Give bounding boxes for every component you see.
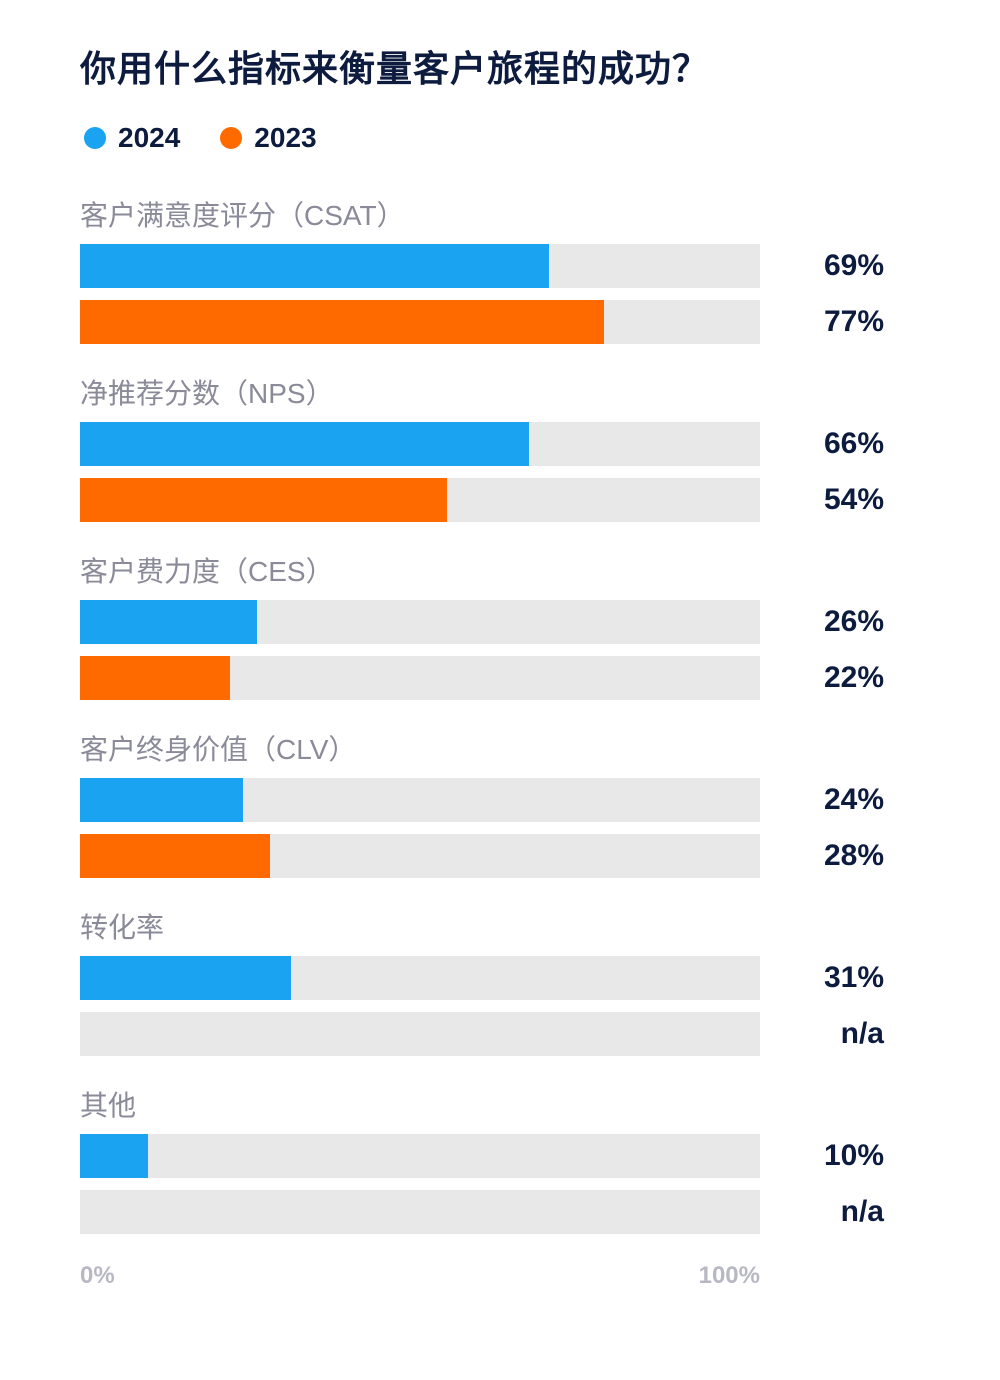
bar-row: 69% bbox=[80, 244, 940, 288]
bar-value: 54% bbox=[784, 483, 884, 517]
bar-track bbox=[80, 778, 760, 822]
metric-label: 客户满意度评分（CSAT） bbox=[80, 194, 940, 234]
metric-group: 其他 10% n/a bbox=[80, 1084, 940, 1234]
bar-fill-2024 bbox=[80, 244, 549, 288]
bar-row: n/a bbox=[80, 1012, 940, 1056]
bar-value: 31% bbox=[784, 961, 884, 995]
metric-label: 其他 bbox=[80, 1084, 940, 1124]
legend: 2024 2023 bbox=[80, 122, 940, 154]
bar-fill-2023 bbox=[80, 656, 230, 700]
bar-row: 66% bbox=[80, 422, 940, 466]
bar-value: 24% bbox=[784, 783, 884, 817]
bar-fill-2023 bbox=[80, 478, 447, 522]
legend-dot-2023 bbox=[220, 127, 242, 149]
bar-value: n/a bbox=[784, 1195, 884, 1229]
legend-label-2023: 2023 bbox=[254, 122, 316, 154]
bar-value: 26% bbox=[784, 605, 884, 639]
bar-row: 28% bbox=[80, 834, 940, 878]
bar-track bbox=[80, 244, 760, 288]
legend-item-2024: 2024 bbox=[84, 122, 180, 154]
bar-fill-2024 bbox=[80, 1134, 148, 1178]
metric-label: 客户费力度（CES） bbox=[80, 550, 940, 590]
bar-value: n/a bbox=[784, 1017, 884, 1051]
metric-group: 转化率 31% n/a bbox=[80, 906, 940, 1056]
bar-fill-2024 bbox=[80, 422, 529, 466]
metric-group: 净推荐分数（NPS） 66% 54% bbox=[80, 372, 940, 522]
axis-max-label: 100% bbox=[699, 1262, 760, 1290]
bar-value: 77% bbox=[784, 305, 884, 339]
bar-row: 26% bbox=[80, 600, 940, 644]
bar-track bbox=[80, 1134, 760, 1178]
legend-label-2024: 2024 bbox=[118, 122, 180, 154]
metric-label: 客户终身价值（CLV） bbox=[80, 728, 940, 768]
metrics-container: 客户满意度评分（CSAT） 69% 77% 净推荐分数（NPS） 66% 54% 客户费力度… bbox=[80, 194, 940, 1234]
metric-group: 客户满意度评分（CSAT） 69% 77% bbox=[80, 194, 940, 344]
bar-fill-2024 bbox=[80, 956, 291, 1000]
bar-track bbox=[80, 834, 760, 878]
metric-group: 客户终身价值（CLV） 24% 28% bbox=[80, 728, 940, 878]
bar-track bbox=[80, 656, 760, 700]
bar-value: 66% bbox=[784, 427, 884, 461]
chart-title: 你用什么指标来衡量客户旅程的成功？ bbox=[80, 40, 940, 92]
bar-fill-2024 bbox=[80, 778, 243, 822]
bar-track bbox=[80, 478, 760, 522]
x-axis-labels: 0% 100% bbox=[80, 1262, 760, 1290]
bar-row: 24% bbox=[80, 778, 940, 822]
bar-value: 69% bbox=[784, 249, 884, 283]
axis-min-label: 0% bbox=[80, 1262, 115, 1290]
legend-item-2023: 2023 bbox=[220, 122, 316, 154]
bar-track bbox=[80, 956, 760, 1000]
bar-fill-2023 bbox=[80, 300, 604, 344]
bar-fill-2024 bbox=[80, 600, 257, 644]
bar-row: 31% bbox=[80, 956, 940, 1000]
bar-row: 10% bbox=[80, 1134, 940, 1178]
legend-dot-2024 bbox=[84, 127, 106, 149]
bar-row: 77% bbox=[80, 300, 940, 344]
bar-track bbox=[80, 1190, 760, 1234]
bar-row: 22% bbox=[80, 656, 940, 700]
bar-track bbox=[80, 1012, 760, 1056]
bar-value: 10% bbox=[784, 1139, 884, 1173]
bar-track bbox=[80, 300, 760, 344]
metric-label: 转化率 bbox=[80, 906, 940, 946]
bar-fill-2023 bbox=[80, 834, 270, 878]
bar-track bbox=[80, 422, 760, 466]
bar-value: 22% bbox=[784, 661, 884, 695]
metric-group: 客户费力度（CES） 26% 22% bbox=[80, 550, 940, 700]
metric-label: 净推荐分数（NPS） bbox=[80, 372, 940, 412]
bar-row: 54% bbox=[80, 478, 940, 522]
bar-track bbox=[80, 600, 760, 644]
bar-value: 28% bbox=[784, 839, 884, 873]
bar-row: n/a bbox=[80, 1190, 940, 1234]
